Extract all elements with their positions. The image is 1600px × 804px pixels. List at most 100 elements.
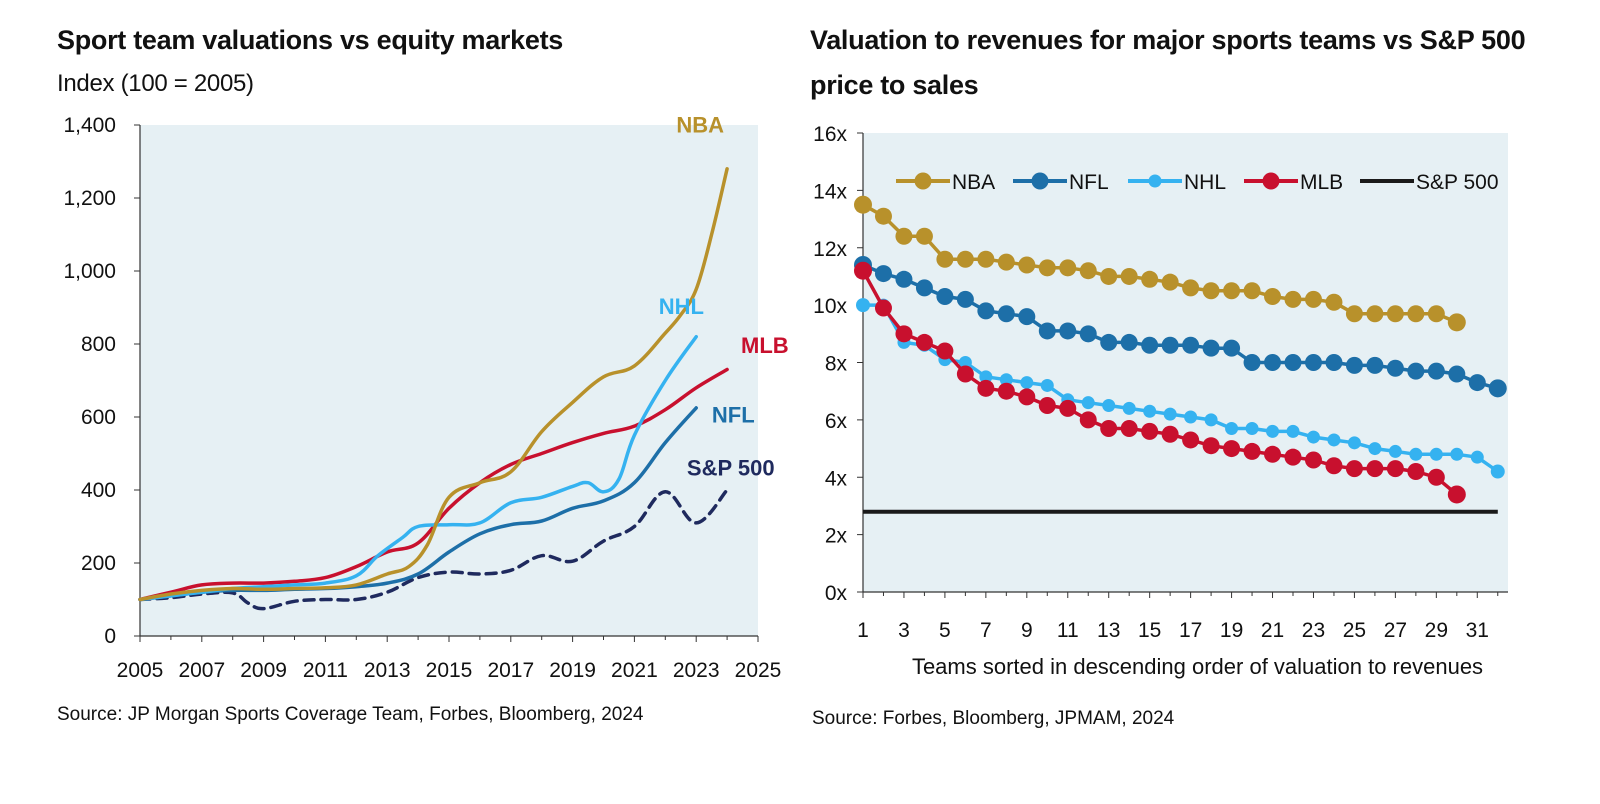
right-point-mlb [1079, 411, 1097, 429]
right-point-nhl [1286, 424, 1300, 438]
right-point-mlb [1366, 460, 1384, 478]
left-x-tick-label: 2013 [364, 659, 411, 682]
legend-swatch-marker [1031, 172, 1049, 190]
left-y-tick-label: 200 [81, 552, 116, 575]
right-point-nfl [1468, 374, 1486, 392]
right-point-nfl [936, 288, 954, 306]
right-point-nba [854, 195, 872, 214]
right-chart-source: Source: Forbes, Bloomberg, JPMAM, 2024 [812, 708, 1175, 729]
left-series-label-mlb: MLB [741, 333, 789, 358]
legend-swatch-marker [1148, 174, 1162, 188]
right-point-nhl [1245, 421, 1259, 435]
right-point-nhl [1347, 436, 1361, 450]
left-chart: 0 200 400 600 800 1,000 1,200 1,400 2005 2007 2009… [63, 112, 789, 682]
right-point-nba [1223, 282, 1241, 300]
right-point-nhl [917, 338, 931, 352]
left-x-tick-label: 2011 [303, 659, 348, 682]
right-point-mlb [854, 261, 872, 280]
left-x-tick-label: 2017 [487, 659, 534, 682]
right-point-nba [1386, 305, 1404, 323]
right-point-nfl [1120, 333, 1138, 351]
right-point-nhl [1490, 464, 1505, 479]
right-point-mlb [1407, 463, 1425, 481]
left-x-tick-label: 2025 [735, 659, 782, 682]
right-point-nfl [997, 305, 1015, 323]
right-point-mlb [1182, 431, 1200, 449]
right-point-nhl [979, 370, 993, 384]
left-x-tick-label: 2019 [549, 659, 596, 682]
right-x-tick-label: 23 [1302, 619, 1325, 642]
right-point-nhl [1470, 450, 1484, 464]
right-point-nhl [958, 356, 972, 369]
right-point-nba [1059, 259, 1077, 277]
right-point-nfl [1059, 322, 1077, 340]
right-point-nfl [1141, 336, 1159, 354]
right-point-mlb [1141, 422, 1159, 440]
left-y-tick-label: 1,400 [63, 114, 116, 137]
right-point-nhl [1020, 376, 1034, 390]
right-point-mlb [1018, 388, 1036, 406]
right-point-mlb [1386, 460, 1404, 478]
right-x-tick-label: 17 [1179, 619, 1202, 642]
right-point-mlb [956, 365, 974, 383]
right-y-tick-label: 4x [825, 467, 848, 490]
right-point-mlb [977, 379, 995, 397]
right-point-nhl [897, 335, 911, 349]
right-point-nfl [1284, 354, 1302, 371]
right-point-nba [1079, 262, 1097, 280]
legend-item-mlb: MLB [1244, 171, 1343, 194]
left-series-label-nfl: NFL [712, 402, 755, 427]
right-point-nfl [1366, 356, 1384, 374]
left-x-tick-label: 2021 [611, 659, 658, 682]
right-x-axis-label: Teams sorted in descending order of valu… [912, 654, 1483, 679]
right-point-nhl [1143, 404, 1157, 418]
right-x-tick-label: 7 [980, 619, 992, 642]
right-point-nba [1120, 267, 1138, 285]
right-point-nba [1264, 288, 1282, 306]
right-point-nfl [854, 255, 872, 274]
right-point-nhl [1163, 407, 1177, 421]
right-point-nhl [1327, 433, 1341, 447]
left-series-label-sp-500: S&P 500 [687, 455, 775, 480]
right-point-nba [1427, 305, 1445, 323]
legend-label-nba: NBA [952, 171, 995, 194]
right-point-nfl [1325, 354, 1343, 371]
right-y-tick-label: 16x [813, 123, 847, 146]
right-point-mlb [1059, 399, 1077, 417]
legend-swatch-marker [1262, 172, 1280, 190]
right-point-mlb [997, 382, 1015, 400]
right-point-nfl [1018, 308, 1036, 326]
right-point-nfl [1345, 356, 1363, 374]
right-point-nfl [1488, 379, 1507, 398]
right-x-tick-label: 5 [939, 619, 951, 642]
right-point-mlb [1100, 419, 1118, 437]
right-point-nhl [999, 373, 1013, 387]
right-point-nhl [1388, 444, 1402, 458]
right-point-nhl [1122, 401, 1136, 415]
right-point-nfl [1427, 362, 1445, 380]
right-point-nfl [1100, 333, 1118, 351]
right-point-nba [1182, 279, 1200, 297]
right-point-nhl [1204, 413, 1218, 427]
right-x-tick-label: 9 [1021, 619, 1033, 642]
legend-item-sp-500: S&P 500 [1360, 171, 1499, 194]
left-y-tick-label: 0 [104, 625, 116, 648]
left-chart-title: Sport team valuations vs equity markets [57, 25, 563, 55]
right-point-mlb [1264, 445, 1282, 463]
right-point-nhl [1306, 430, 1320, 444]
right-y-tick-label: 6x [825, 410, 848, 433]
right-point-nba [1325, 293, 1343, 311]
right-point-nhl [1102, 399, 1116, 413]
right-point-nba [1243, 282, 1261, 300]
right-point-nhl [1225, 421, 1239, 435]
right-point-nhl [938, 353, 952, 367]
right-x-tick-label: 29 [1425, 619, 1448, 642]
right-point-nba [874, 207, 892, 225]
right-point-nhl [1081, 396, 1095, 410]
right-point-nhl [856, 298, 870, 313]
legend-label-mlb: MLB [1300, 171, 1343, 194]
right-point-nfl [874, 265, 892, 283]
right-y-tick-label: 12x [813, 238, 847, 261]
left-x-tick-label: 2007 [178, 659, 225, 682]
right-chart-title-line2: price to sales [810, 70, 979, 100]
